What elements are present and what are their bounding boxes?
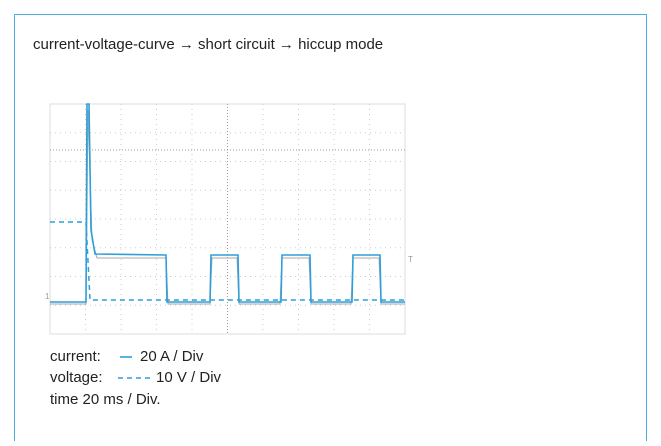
trigger-marker: T	[408, 255, 413, 264]
grid	[50, 104, 405, 334]
current-label: current:	[50, 348, 101, 365]
legend: current: 20 A / Div voltage: 10 V / Div …	[50, 348, 222, 408]
center-lines	[50, 104, 405, 334]
scope-screen: T 1	[45, 103, 413, 335]
voltage-trace	[50, 221, 405, 301]
voltage-label: voltage:	[50, 369, 103, 386]
current-trace	[50, 103, 405, 303]
time-scale: time 20 ms / Div.	[50, 391, 161, 408]
channel-marker: 1	[45, 292, 50, 301]
voltage-scale: 10 V / Div	[156, 369, 222, 386]
title: current-voltage-curve → short circuit → …	[33, 36, 383, 53]
current-scale: 20 A / Div	[140, 348, 204, 365]
